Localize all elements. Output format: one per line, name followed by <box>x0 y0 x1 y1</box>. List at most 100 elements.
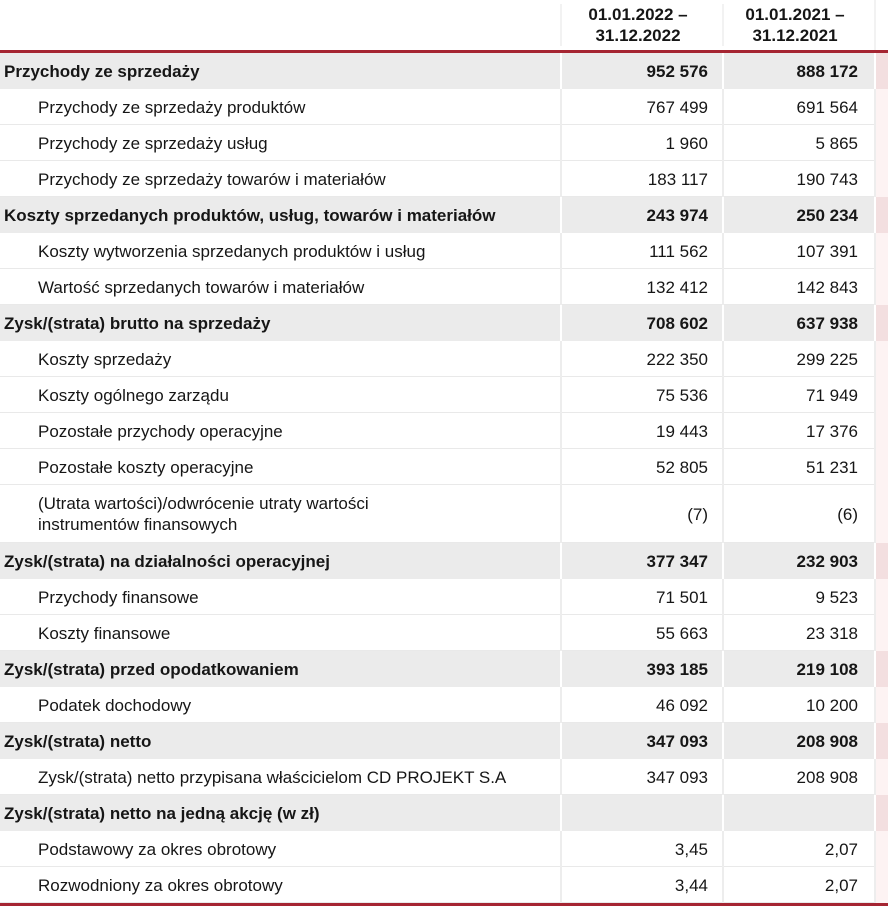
row-value-2021: 71 949 <box>722 377 874 413</box>
row-value-2021: 51 231 <box>722 449 874 485</box>
row-label: Koszty finansowe <box>38 623 171 643</box>
row-label: Pozostałe koszty operacyjne <box>38 457 254 477</box>
table-edge-strip <box>874 579 888 615</box>
table-row: Zysk/(strata) przed opodatkowaniem 393 18… <box>0 651 888 687</box>
row-value-2021: 9 523 <box>722 579 874 615</box>
table-row: Przychody ze sprzedaży towarów i materia… <box>0 161 888 197</box>
table-row: Zysk/(strata) na działalności operacyjne… <box>0 543 888 579</box>
row-label: Podatek dochodowy <box>38 695 192 715</box>
table-edge-strip <box>874 161 888 197</box>
table-row: Przychody ze sprzedaży produktów 767 499 6… <box>0 89 888 125</box>
table-row: Koszty wytworzenia sprzedanych produktów… <box>0 233 888 269</box>
table-row: Pozostałe koszty operacyjne 52 805 51 231 <box>0 449 888 485</box>
table-row: Przychody ze sprzedaży usług 1 960 5 865 <box>0 125 888 161</box>
table-row: Przychody ze sprzedaży 952 576 888 172 <box>0 53 888 89</box>
row-value-2022: 52 805 <box>560 449 722 485</box>
row-value-2021: 219 108 <box>722 651 874 687</box>
row-value-2021: 23 318 <box>722 615 874 651</box>
table-row: Zysk/(strata) brutto na sprzedaży 708 602… <box>0 305 888 341</box>
row-value-2021: 208 908 <box>722 723 874 759</box>
table-edge-strip <box>874 125 888 161</box>
table-header-row: 01.01.2022 – 31.12.2022 01.01.2021 – 31.… <box>0 0 888 53</box>
row-value-2022: 55 663 <box>560 615 722 651</box>
table-edge-strip <box>874 831 888 867</box>
table-edge-strip <box>874 413 888 449</box>
column-header-2022-line2: 31.12.2022 <box>595 26 681 45</box>
table-edge-strip <box>874 197 888 233</box>
column-header-2021: 01.01.2021 – 31.12.2021 <box>722 4 874 46</box>
table-row: Podstawowy za okres obrotowy 3,45 2,07 <box>0 831 888 867</box>
row-label: Zysk/(strata) brutto na sprzedaży <box>4 313 271 333</box>
table-row: Koszty finansowe 55 663 23 318 <box>0 615 888 651</box>
column-header-2022-line1: 01.01.2022 – <box>588 5 688 24</box>
row-label: Przychody ze sprzedaży produktów <box>38 97 306 117</box>
table-row: Koszty sprzedaży 222 350 299 225 <box>0 341 888 377</box>
row-value-2021: 250 234 <box>722 197 874 233</box>
row-value-2022 <box>560 795 722 831</box>
row-label: (Utrata wartości)/odwrócenie utraty wart… <box>38 494 369 534</box>
table-row: Podatek dochodowy 46 092 10 200 <box>0 687 888 723</box>
table-edge-strip <box>874 89 888 125</box>
row-value-2021 <box>722 795 874 831</box>
row-label: Pozostałe przychody operacyjne <box>38 421 283 441</box>
row-value-2022: 3,45 <box>560 831 722 867</box>
row-value-2021: 637 938 <box>722 305 874 341</box>
table-row: Zysk/(strata) netto przypisana właścicie… <box>0 759 888 795</box>
row-value-2022: 222 350 <box>560 341 722 377</box>
row-value-2022: 767 499 <box>560 89 722 125</box>
header-edge-strip <box>874 0 888 50</box>
row-value-2022: 19 443 <box>560 413 722 449</box>
row-label: Zysk/(strata) na działalności operacyjne… <box>4 551 330 571</box>
row-value-2022: 708 602 <box>560 305 722 341</box>
table-bottom-rule <box>0 903 888 906</box>
row-value-2021: 190 743 <box>722 161 874 197</box>
row-label: Przychody finansowe <box>38 587 199 607</box>
table-edge-strip <box>874 485 888 543</box>
row-value-2021: 208 908 <box>722 759 874 795</box>
column-header-2021-line1: 01.01.2021 – <box>745 5 845 24</box>
row-value-2022: 111 562 <box>560 233 722 269</box>
row-value-2021: 888 172 <box>722 53 874 89</box>
table-edge-strip <box>874 867 888 903</box>
row-value-2021: 299 225 <box>722 341 874 377</box>
row-label: Wartość sprzedanych towarów i materiałów <box>38 277 365 297</box>
row-value-2022: 347 093 <box>560 723 722 759</box>
table-edge-strip <box>874 233 888 269</box>
table-edge-strip <box>874 651 888 687</box>
row-label: Zysk/(strata) netto <box>4 731 152 751</box>
table-row: Wartość sprzedanych towarów i materiałów… <box>0 269 888 305</box>
row-value-2021: 691 564 <box>722 89 874 125</box>
row-label: Koszty wytworzenia sprzedanych produktów… <box>38 241 426 261</box>
row-value-2021: 2,07 <box>722 867 874 903</box>
table-edge-strip <box>874 305 888 341</box>
row-value-2022: 46 092 <box>560 687 722 723</box>
row-value-2021: 232 903 <box>722 543 874 579</box>
row-value-2022: 952 576 <box>560 53 722 89</box>
row-value-2022: 243 974 <box>560 197 722 233</box>
row-value-2022: 347 093 <box>560 759 722 795</box>
row-label: Koszty ogólnego zarządu <box>38 385 229 405</box>
table-body: Przychody ze sprzedaży 952 576 888 172 Przy… <box>0 53 888 903</box>
table-row: Koszty ogólnego zarządu 75 536 71 949 <box>0 377 888 413</box>
row-label: Koszty sprzedanych produktów, usług, tow… <box>4 205 496 225</box>
row-value-2022: 75 536 <box>560 377 722 413</box>
row-label: Przychody ze sprzedaży usług <box>38 133 268 153</box>
row-label: Przychody ze sprzedaży towarów i materia… <box>38 169 386 189</box>
row-value-2022: (7) <box>560 485 722 543</box>
table-edge-strip <box>874 269 888 305</box>
row-value-2022: 393 185 <box>560 651 722 687</box>
row-value-2021: 142 843 <box>722 269 874 305</box>
table-edge-strip <box>874 543 888 579</box>
row-value-2021: 5 865 <box>722 125 874 161</box>
column-header-2022: 01.01.2022 – 31.12.2022 <box>560 4 722 46</box>
table-edge-strip <box>874 449 888 485</box>
row-value-2021: 17 376 <box>722 413 874 449</box>
column-header-2021-line2: 31.12.2021 <box>752 26 838 45</box>
table-row: Przychody finansowe 71 501 9 523 <box>0 579 888 615</box>
table-edge-strip <box>874 341 888 377</box>
row-value-2022: 183 117 <box>560 161 722 197</box>
row-label: Przychody ze sprzedaży <box>4 61 200 81</box>
row-label: Zysk/(strata) netto na jedną akcję (w zł… <box>4 803 320 823</box>
table-row: Zysk/(strata) netto 347 093 208 908 <box>0 723 888 759</box>
